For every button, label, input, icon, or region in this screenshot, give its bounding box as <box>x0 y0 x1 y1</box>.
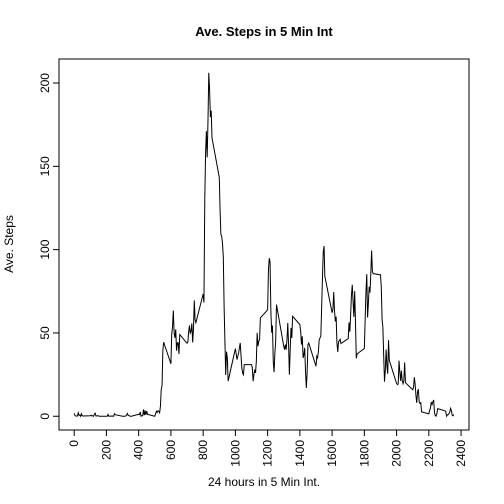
x-tick-label: 1000 <box>228 440 242 467</box>
x-tick-label: 0 <box>67 440 81 447</box>
x-tick-label: 1600 <box>325 440 339 467</box>
chart-title: Ave. Steps in 5 Min Int <box>195 24 333 39</box>
data-line <box>73 72 455 418</box>
x-tick-label: 600 <box>164 440 178 460</box>
x-tick-label: 2200 <box>422 440 436 467</box>
x-tick-label: 200 <box>99 440 113 460</box>
x-tick-label: 2000 <box>390 440 404 467</box>
x-tick-label: 1200 <box>261 440 275 467</box>
x-tick-label: 2400 <box>454 440 468 467</box>
y-tick-label: 200 <box>38 73 52 93</box>
y-tick-label: 150 <box>38 156 52 176</box>
x-tick-label: 800 <box>196 440 210 460</box>
y-tick-label: 50 <box>38 326 52 340</box>
x-tick-label: 1400 <box>293 440 307 467</box>
y-tick-label: 0 <box>38 413 52 420</box>
y-tick-label: 100 <box>38 239 52 259</box>
y-axis-label: Ave. Steps <box>2 215 16 273</box>
x-tick-label: 1800 <box>357 440 371 467</box>
x-axis-label: 24 hours in 5 Min Int. <box>208 475 320 489</box>
x-tick-label: 400 <box>132 440 146 460</box>
